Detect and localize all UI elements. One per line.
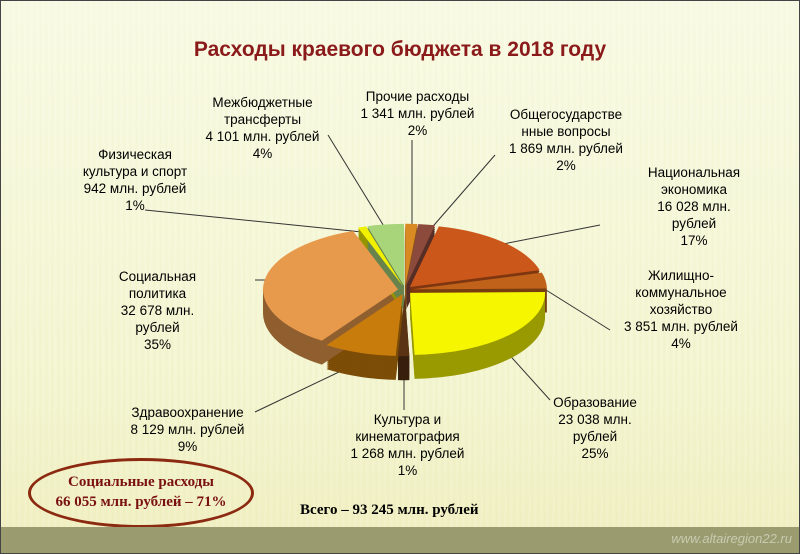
leader-general [427,154,496,233]
total-expenses: Всего – 93 245 млн. рублей [300,502,479,518]
slice-Физическая-культура-и-спорт [357,226,403,286]
label-other: Прочие расходы 1 341 млн. рублей 2% [360,89,475,138]
social-expenses-value: 66 055 млн. рублей – 71% [55,494,227,510]
leader-transfers [327,134,386,229]
label-housing: Жилищно-коммунальное хозяйство 3 851 млн. … [624,268,738,351]
social-expenses-title: Социальные расходы [68,474,214,490]
slice-Здравоохранение [326,293,403,356]
slice-Межбюджетные-трансферты [367,223,405,286]
label-culture: Культура и кинематография 1 268 млн. рубле… [350,412,465,478]
leader-lines [144,134,611,413]
slice-Прочие-расходы [405,223,418,286]
chart-title: Расходы краевого бюджета в 2018 году [193,38,607,61]
social-expenses-callout: Социальные расходы 66 055 млн. рублей – … [28,458,254,528]
leader-education [504,349,551,401]
footer-band [0,527,800,554]
slice-Жилищно-коммунальное-хозяйство [411,272,547,290]
leader-housing [537,284,611,331]
slice-Общегосударстве-нные-вопросы [406,224,436,286]
label-health: Здравоохранение 8 129 млн. рублей 9% [130,405,245,454]
label-sport: Физическая культура и спорт 942 млн. рубле… [82,147,188,213]
leader-economy [497,224,601,246]
leader-sport [144,209,363,233]
label-economy: Национальная экономика 16 028 млн. рублей 17… [647,165,741,248]
label-social: Социальная политика 32 678 млн. рублей 35% [118,269,197,352]
label-transfers: Межбюджетные трансферты 4 101 млн. рублей 4… [205,95,320,161]
slice-Образование [410,291,546,355]
label-education: Образование 23 038 млн. рублей 25% [553,395,637,461]
website-link[interactable]: www.altairegion22.ru [671,531,792,546]
slice-Социальная-политика [263,231,399,341]
label-general: Общегосударстве нные вопросы 1 869 млн. ру… [509,107,623,173]
slice-Культура-и-кинематография [397,294,410,357]
slice-Национальная-экономика [409,226,540,287]
